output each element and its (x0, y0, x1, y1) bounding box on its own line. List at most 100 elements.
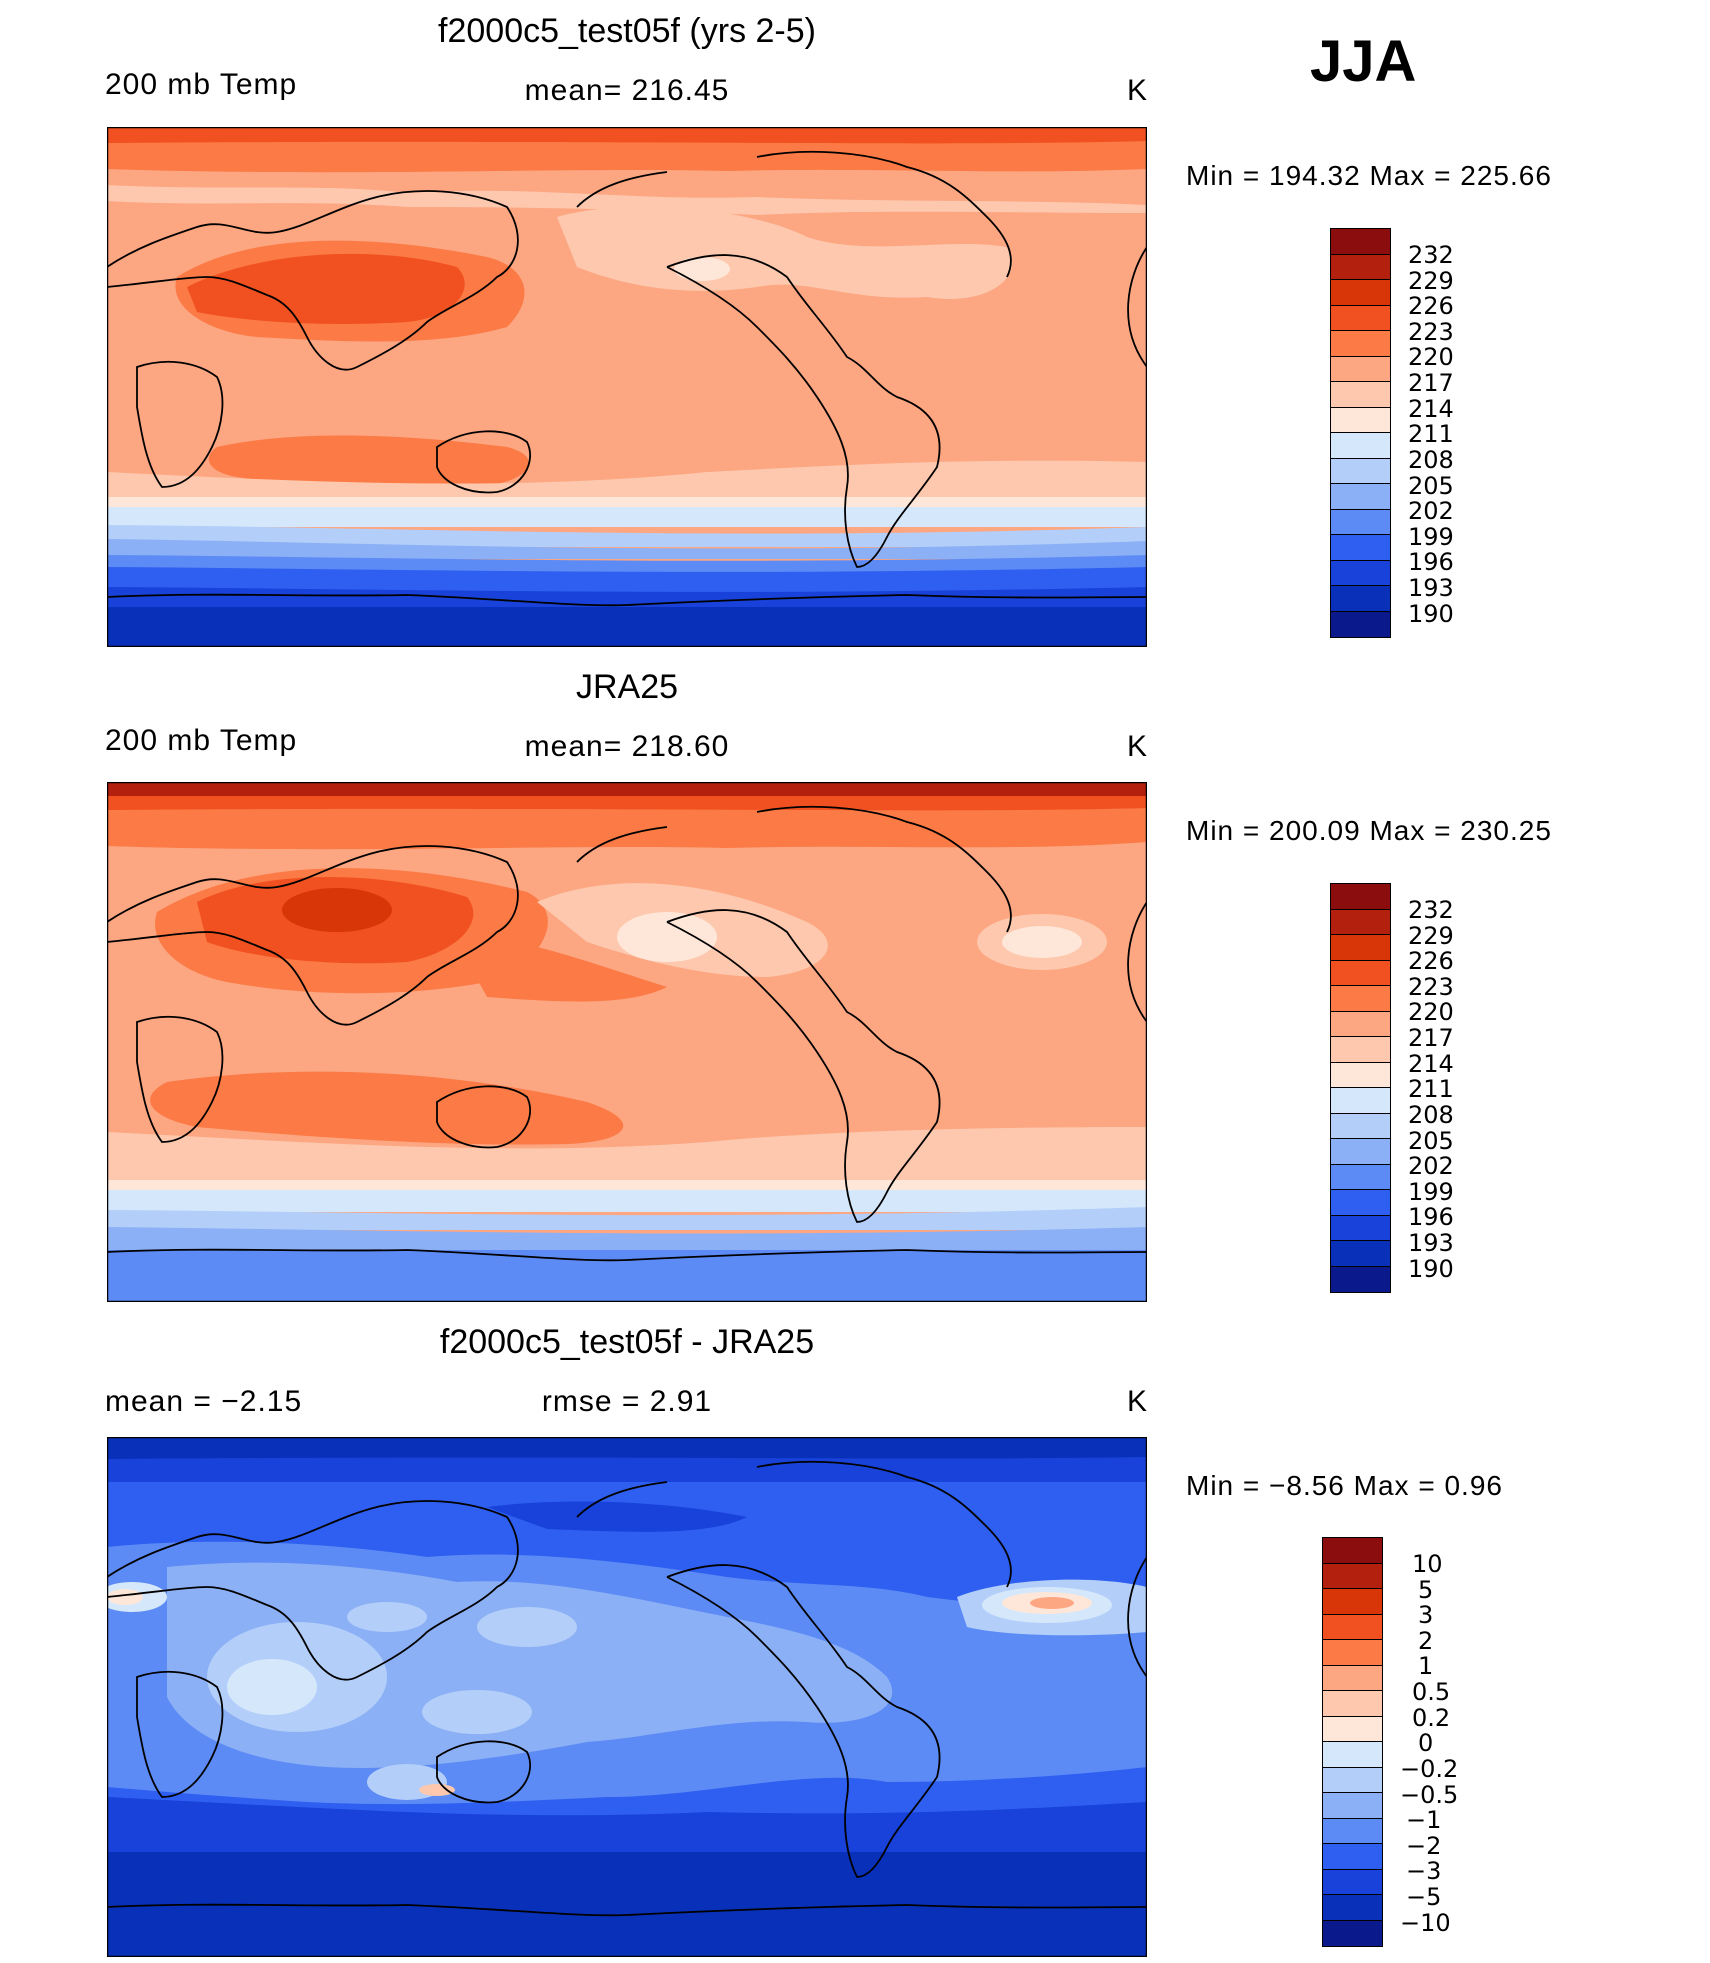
panel-2-variable-label: 200 mb Temp (105, 724, 298, 757)
colorbar-swatch (1331, 229, 1390, 255)
panel-2-colorbar-label: 229 (1408, 922, 1454, 950)
colorbar-swatch (1331, 1266, 1390, 1292)
panel-1-colorbar-label: 214 (1408, 395, 1454, 423)
panel-2-colorbar-label: 205 (1408, 1127, 1454, 1155)
panel-2-colorbar-label: 220 (1408, 998, 1454, 1026)
panel-3-colorbar-label: 3 (1418, 1601, 1434, 1629)
panel-2-colorbar-label: 217 (1408, 1024, 1454, 1052)
colorbar-swatch (1331, 254, 1390, 280)
panel-3-map (107, 1437, 1147, 1957)
colorbar-swatch (1331, 433, 1390, 459)
panel-1-colorbar-label: 190 (1408, 600, 1454, 628)
panel-2-units-label: K (1126, 730, 1148, 763)
panel-3-colorbar-label: 5 (1418, 1576, 1434, 1604)
colorbar-swatch (1323, 1589, 1382, 1615)
colorbar-swatch (1323, 1793, 1382, 1819)
panel-3-colorbar-label: 0 (1418, 1729, 1434, 1757)
colorbar-swatch (1331, 1241, 1390, 1267)
panel-3-colorbar-label: −0.2 (1400, 1755, 1459, 1783)
panel-2-colorbar-label: 190 (1408, 1255, 1454, 1283)
panel-1-colorbar-label: 229 (1408, 267, 1454, 295)
colorbar-swatch (1331, 535, 1390, 561)
colorbar-swatch (1331, 331, 1390, 357)
panel-2-map (107, 782, 1147, 1302)
season-label: JJA (1310, 29, 1417, 94)
colorbar-swatch (1331, 1215, 1390, 1241)
colorbar-swatch (1331, 305, 1390, 331)
colorbar-swatch (1323, 1640, 1382, 1666)
panel-3-colorbar-label: −10 (1400, 1909, 1451, 1937)
panel-3-colorbar-label: 10 (1412, 1550, 1443, 1578)
panel-3-colorbar-label: 0.2 (1412, 1704, 1451, 1732)
colorbar-swatch (1331, 935, 1390, 961)
panel-3-colorbar-label: 0.5 (1412, 1678, 1451, 1706)
panel-3-colorbar (1322, 1537, 1383, 1947)
colorbar-swatch (1331, 407, 1390, 433)
panel-2-colorbar-label: 196 (1408, 1203, 1454, 1231)
colorbar-swatch (1331, 986, 1390, 1012)
panel-3-colorbar-label: −5 (1406, 1883, 1442, 1911)
panel-3-mean-label: mean = −2.15 (105, 1385, 303, 1418)
panel-2-colorbar-label: 223 (1408, 973, 1454, 1001)
panel-1-colorbar-label: 208 (1408, 446, 1454, 474)
colorbar-swatch (1331, 1164, 1390, 1190)
colorbar-swatch (1323, 1742, 1382, 1768)
panel-1-variable-label: 200 mb Temp (105, 68, 298, 101)
panel-1-colorbar-label: 199 (1408, 523, 1454, 551)
colorbar-swatch (1323, 1869, 1382, 1895)
colorbar-swatch (1323, 1716, 1382, 1742)
colorbar-swatch (1331, 909, 1390, 935)
colorbar-swatch (1323, 1691, 1382, 1717)
panel-2-colorbar-label: 193 (1408, 1229, 1454, 1257)
panel-1-colorbar-label: 205 (1408, 472, 1454, 500)
colorbar-swatch (1331, 1062, 1390, 1088)
panel-2-colorbar-label: 199 (1408, 1178, 1454, 1206)
panel-1-mean-label: mean= 216.45 (524, 74, 730, 107)
colorbar-swatch (1323, 1563, 1382, 1589)
colorbar-swatch (1331, 458, 1390, 484)
panel-3-colorbar-label: −3 (1406, 1857, 1442, 1885)
colorbar-swatch (1331, 509, 1390, 535)
panel-2-colorbar-label: 214 (1408, 1050, 1454, 1078)
panel-1-colorbar-label: 232 (1408, 241, 1454, 269)
colorbar-swatch (1331, 1037, 1390, 1063)
colorbar-swatch (1331, 1190, 1390, 1216)
panel-2-colorbar-label: 211 (1408, 1075, 1454, 1103)
panel-1-colorbar-label: 193 (1408, 574, 1454, 602)
panel-1-title: f2000c5_test05f (yrs 2-5) (438, 12, 816, 50)
colorbar-swatch (1331, 960, 1390, 986)
panel-2-colorbar-label: 208 (1408, 1101, 1454, 1129)
panel-2-title: JRA25 (575, 668, 679, 706)
colorbar-swatch (1323, 1614, 1382, 1640)
colorbar-swatch (1331, 1139, 1390, 1165)
panel-3-colorbar-label: −1 (1406, 1806, 1442, 1834)
colorbar-swatch (1323, 1538, 1382, 1564)
colorbar-swatch (1331, 1113, 1390, 1139)
panel-1-minmax: Min = 194.32 Max = 225.66 (1186, 160, 1552, 191)
panel-2-map-plot (107, 782, 1147, 1302)
panel-3-colorbar-label: 2 (1418, 1627, 1434, 1655)
panel-3-minmax: Min = −8.56 Max = 0.96 (1186, 1470, 1503, 1501)
panel-1-colorbar-label: 223 (1408, 318, 1454, 346)
colorbar-swatch (1323, 1920, 1382, 1946)
panel-3-units-label: K (1126, 1385, 1148, 1418)
panel-2-colorbar (1330, 883, 1391, 1293)
colorbar-swatch (1331, 586, 1390, 612)
colorbar-swatch (1331, 1088, 1390, 1114)
panel-1-map (107, 127, 1147, 647)
colorbar-swatch (1331, 484, 1390, 510)
panel-1-units-label: K (1126, 74, 1148, 107)
colorbar-swatch (1331, 884, 1390, 910)
panel-3-colorbar-label: −0.5 (1400, 1781, 1459, 1809)
panel-3-rmse-label: rmse = 2.91 (541, 1385, 713, 1418)
panel-2-colorbar-label: 202 (1408, 1152, 1454, 1180)
panel-3-map-plot (107, 1437, 1147, 1957)
colorbar-swatch (1323, 1767, 1382, 1793)
panel-1-map-plot (107, 127, 1147, 647)
panel-1-colorbar-label: 211 (1408, 420, 1454, 448)
colorbar-swatch (1323, 1818, 1382, 1844)
panel-1-colorbar-label: 217 (1408, 369, 1454, 397)
colorbar-swatch (1323, 1665, 1382, 1691)
panel-3-title: f2000c5_test05f - JRA25 (439, 1323, 815, 1361)
colorbar-swatch (1323, 1895, 1382, 1921)
